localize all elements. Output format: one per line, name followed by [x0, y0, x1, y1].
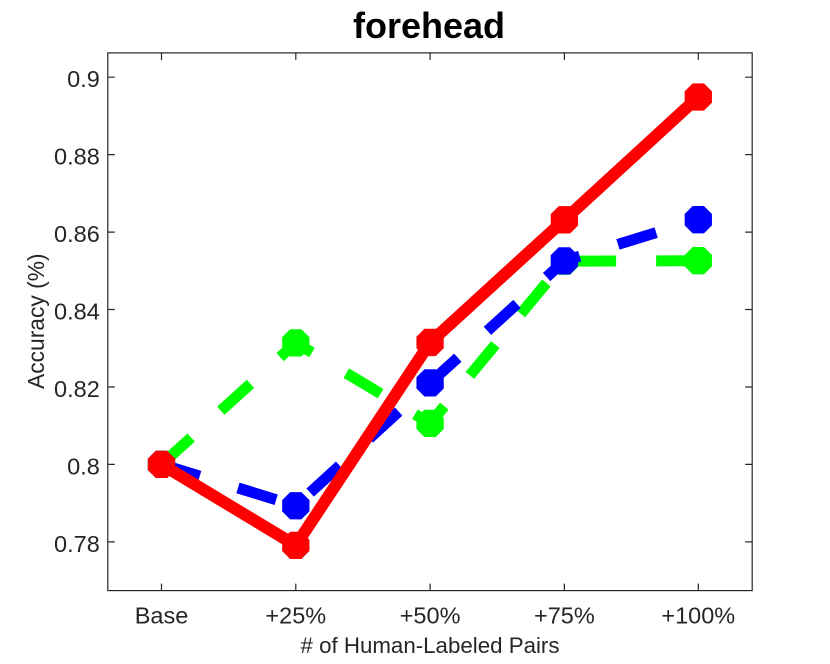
svg-text:Accuracy (%): Accuracy (%): [23, 253, 49, 389]
svg-text:+25%: +25%: [265, 603, 326, 629]
svg-text:0.9: 0.9: [67, 66, 100, 92]
svg-text:0.84: 0.84: [54, 299, 100, 325]
svg-text:forehead: forehead: [353, 5, 505, 46]
svg-text:+75%: +75%: [534, 603, 595, 629]
svg-text:0.86: 0.86: [54, 221, 100, 247]
svg-text:0.82: 0.82: [54, 376, 100, 402]
svg-text:0.88: 0.88: [54, 144, 100, 170]
svg-text:+100%: +100%: [661, 603, 735, 629]
svg-text:0.8: 0.8: [67, 453, 100, 479]
svg-text:Base: Base: [135, 603, 189, 629]
svg-text:# of Human-Labeled Pairs: # of Human-Labeled Pairs: [300, 633, 559, 658]
svg-text:+50%: +50%: [400, 603, 461, 629]
svg-text:0.78: 0.78: [54, 531, 100, 557]
